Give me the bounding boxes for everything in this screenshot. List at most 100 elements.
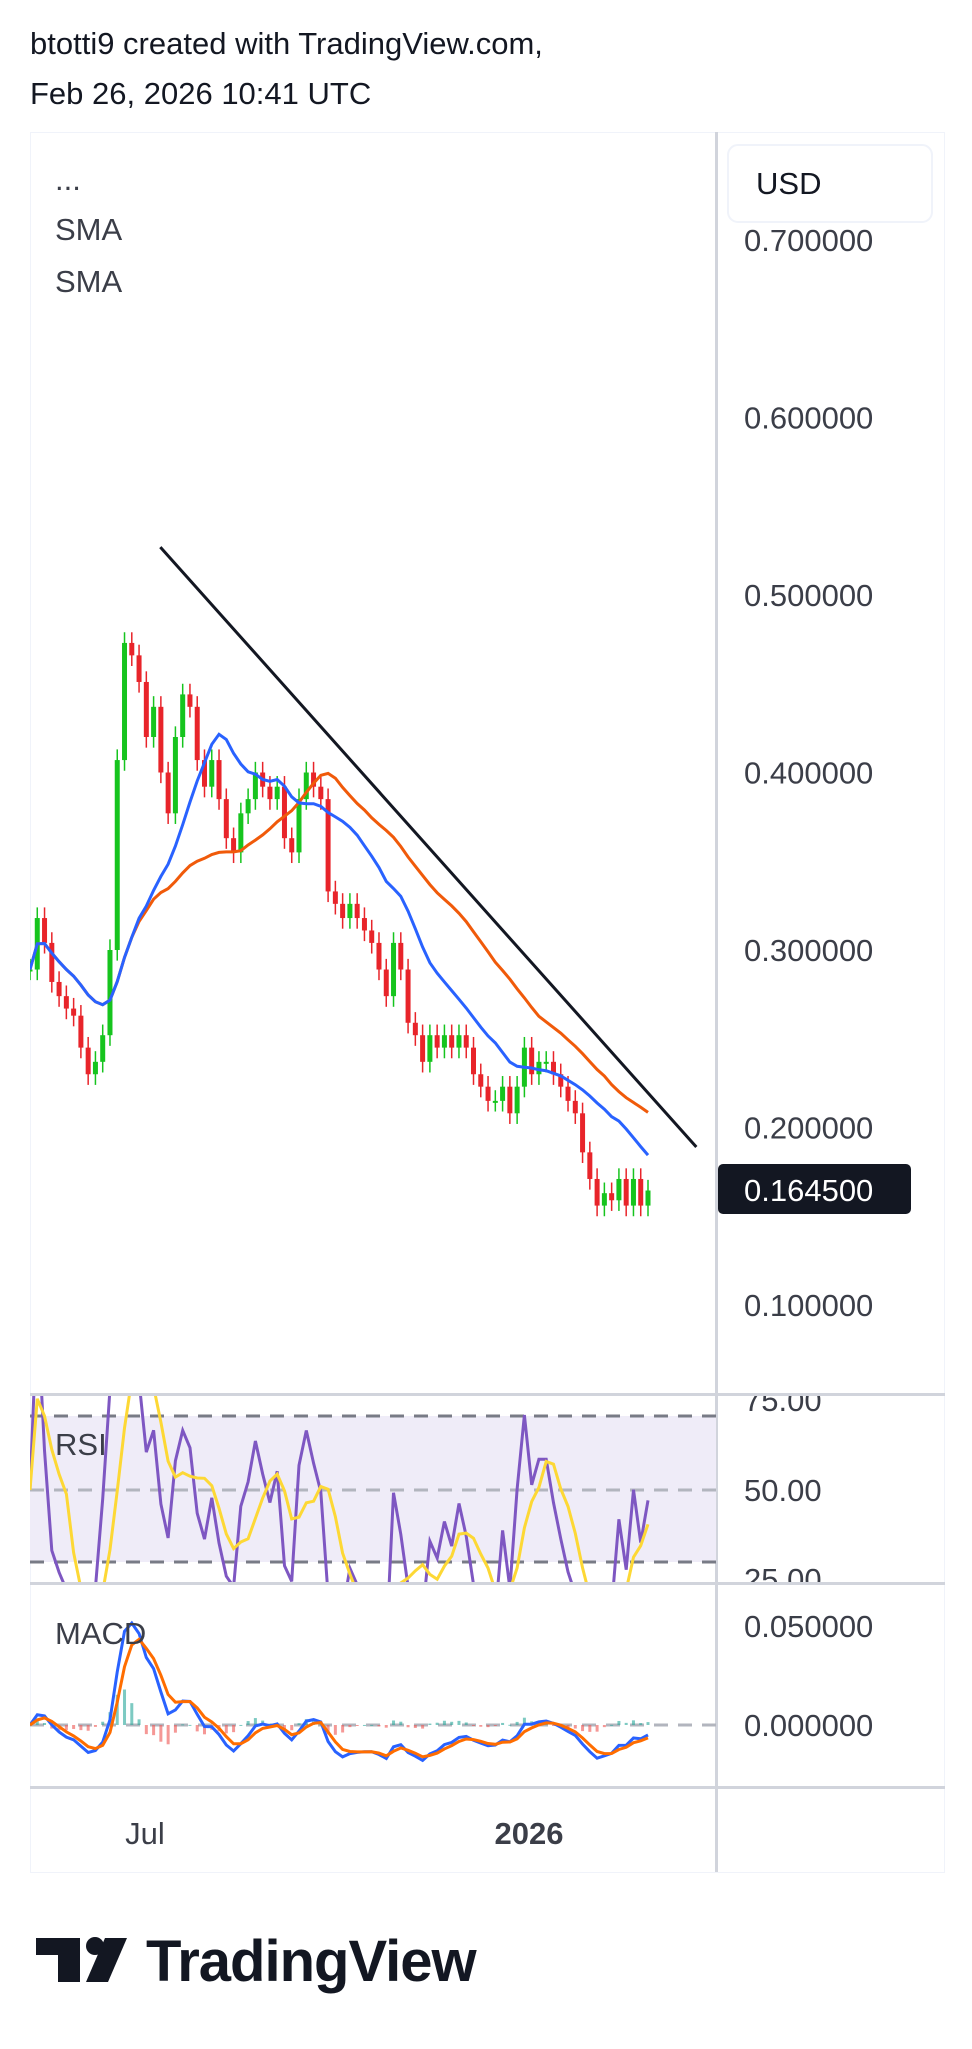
macd-histogram-bar	[123, 1689, 127, 1725]
macd-tick-0: 0.000000	[744, 1708, 873, 1743]
price-axis[interactable]: 0.700000 0.600000 0.500000 0.400000 0.300000…	[744, 223, 873, 1323]
candle-body	[587, 1152, 593, 1179]
macd-tick-0.05: 0.050000	[744, 1609, 873, 1644]
candle-body	[63, 996, 69, 1009]
macd-histogram-bar	[333, 1725, 337, 1735]
candle-body	[245, 799, 251, 814]
candle-body	[601, 1193, 607, 1206]
rsi-ma-line	[30, 1396, 650, 1582]
macd-histogram-bar	[355, 1725, 359, 1726]
candle-body	[71, 1008, 77, 1016]
pane-divider-rsi[interactable]	[30, 1393, 945, 1396]
candle-body	[172, 737, 178, 814]
candle-body	[478, 1074, 484, 1087]
rsi-pane[interactable]	[30, 1308, 650, 1653]
macd-histogram-bar	[370, 1724, 374, 1726]
price-pane[interactable]	[28, 546, 698, 1217]
candle-body	[267, 786, 273, 800]
candle-body	[92, 1061, 98, 1075]
candle-body	[449, 1035, 455, 1048]
rsi-line	[30, 1396, 650, 1582]
rsi-tick-75: 75.00	[744, 1383, 822, 1418]
macd-histogram-bar	[239, 1724, 243, 1726]
candle-body	[209, 760, 215, 787]
last-price-label: 0.164500	[744, 1173, 873, 1208]
candle-body	[507, 1086, 513, 1114]
trendline	[159, 546, 698, 1149]
currency-button-label[interactable]: USD	[756, 166, 821, 201]
candle-body	[136, 655, 142, 682]
pane-divider-macd[interactable]	[30, 1582, 945, 1585]
candle-body	[114, 760, 120, 950]
legend-symbol[interactable]: ...	[55, 162, 81, 197]
macd-histogram-bar	[392, 1720, 396, 1725]
macd-histogram-bar	[595, 1725, 599, 1732]
macd-histogram-bar	[297, 1723, 301, 1725]
macd-histogram-bar	[501, 1722, 505, 1725]
macd-histogram-bar	[362, 1724, 366, 1726]
rsi-tick-25: 25.00	[744, 1562, 822, 1597]
macd-histogram-bar	[188, 1724, 192, 1726]
currency-button[interactable]	[727, 144, 933, 223]
macd-histogram-bar	[464, 1722, 468, 1725]
chart-author-line: btotti9 created with TradingView.com,	[30, 26, 543, 61]
candle-body	[565, 1086, 571, 1101]
macd-histogram-bar	[86, 1725, 90, 1731]
price-tick: 0.400000	[744, 756, 873, 791]
macd-histogram-bar	[202, 1725, 206, 1735]
candle-body	[427, 1035, 433, 1062]
candle-body	[361, 918, 367, 931]
time-tick-2026: 2026	[495, 1816, 564, 1851]
price-tick: 0.200000	[744, 1111, 873, 1146]
signal-line	[30, 1637, 649, 1759]
candle-body	[412, 1022, 418, 1036]
macd-histogram-bar	[610, 1724, 614, 1726]
macd-histogram-bar	[602, 1725, 606, 1728]
candle-body	[572, 1100, 578, 1114]
candle-body	[471, 1047, 477, 1075]
legend-rsi[interactable]: RSI	[55, 1427, 107, 1462]
candle-body	[500, 1086, 506, 1101]
macd-histogram-bar	[624, 1722, 628, 1725]
macd-histogram-bar	[43, 1722, 47, 1725]
candle-body	[383, 969, 389, 997]
legend-sma-2[interactable]: SMA	[55, 264, 123, 299]
sma-fast-line	[30, 732, 650, 1157]
macd-histogram-bar	[421, 1725, 425, 1729]
candle-body	[252, 772, 258, 800]
chart-frame	[30, 132, 945, 1873]
rsi-tick-50: 50.00	[744, 1473, 822, 1508]
candle-body	[78, 1015, 84, 1048]
candle-body	[165, 772, 171, 814]
candle-body	[289, 838, 295, 853]
candle-body	[158, 706, 164, 773]
candle-body	[201, 760, 207, 787]
macd-histogram-bar	[72, 1725, 76, 1729]
price-tick: 0.100000	[744, 1288, 873, 1323]
macd-histogram-bar	[377, 1725, 381, 1727]
macd-histogram-bar	[115, 1694, 119, 1725]
legend-sma-1[interactable]: SMA	[55, 212, 123, 247]
macd-histogram-bar	[159, 1725, 163, 1742]
price-tick: 0.600000	[744, 401, 873, 436]
candle-body	[514, 1086, 520, 1114]
candle-body	[347, 903, 353, 919]
macd-histogram-bar	[152, 1725, 156, 1736]
macd-histogram-bar	[522, 1717, 526, 1725]
macd-histogram-bar	[232, 1725, 236, 1733]
candle-body	[456, 1035, 462, 1048]
legend-macd[interactable]: MACD	[55, 1616, 146, 1651]
macd-histogram-bar	[144, 1725, 148, 1735]
time-tick-jul: Jul	[125, 1816, 165, 1851]
candle-body	[143, 681, 149, 737]
macd-histogram-bar	[515, 1721, 519, 1725]
macd-histogram-bar	[181, 1724, 185, 1726]
candle-body	[49, 942, 55, 982]
candle-body	[296, 799, 302, 853]
tradingview-logo[interactable]: TradingView	[36, 1929, 478, 1994]
candle-body	[85, 1047, 91, 1075]
macd-histogram-bar	[173, 1725, 177, 1733]
macd-pane[interactable]	[29, 1620, 650, 1763]
candle-body	[340, 903, 346, 919]
